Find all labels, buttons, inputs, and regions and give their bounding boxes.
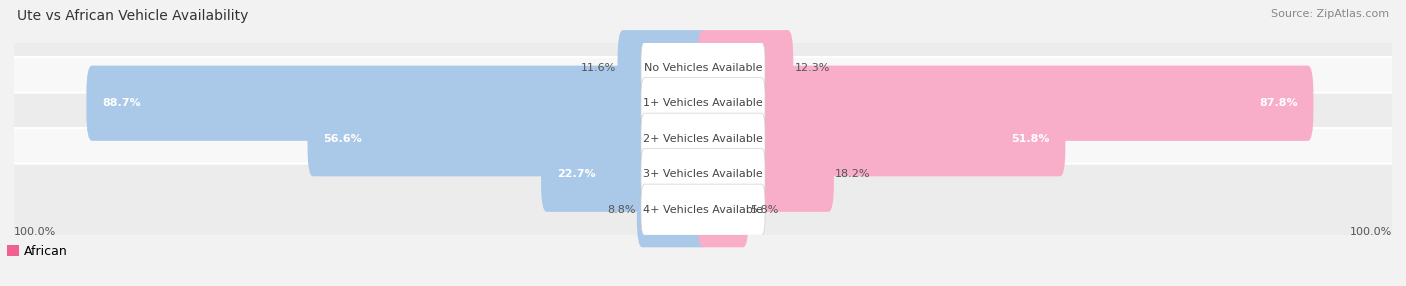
- FancyBboxPatch shape: [641, 113, 765, 164]
- Text: 100.0%: 100.0%: [14, 227, 56, 237]
- Text: 18.2%: 18.2%: [835, 169, 870, 179]
- Text: Ute vs African Vehicle Availability: Ute vs African Vehicle Availability: [17, 9, 249, 23]
- FancyBboxPatch shape: [641, 42, 765, 93]
- FancyBboxPatch shape: [8, 164, 1398, 256]
- FancyBboxPatch shape: [697, 65, 1313, 141]
- Text: 56.6%: 56.6%: [323, 134, 363, 144]
- Text: 8.8%: 8.8%: [607, 205, 636, 215]
- FancyBboxPatch shape: [308, 101, 709, 176]
- Text: No Vehicles Available: No Vehicles Available: [644, 63, 762, 73]
- Text: 12.3%: 12.3%: [794, 63, 830, 73]
- FancyBboxPatch shape: [637, 172, 709, 247]
- FancyBboxPatch shape: [8, 93, 1398, 185]
- Legend: Ute, African: Ute, African: [0, 240, 73, 263]
- FancyBboxPatch shape: [8, 57, 1398, 149]
- FancyBboxPatch shape: [641, 184, 765, 235]
- Text: 51.8%: 51.8%: [1011, 134, 1049, 144]
- FancyBboxPatch shape: [617, 30, 709, 105]
- Text: 22.7%: 22.7%: [557, 169, 596, 179]
- Text: 2+ Vehicles Available: 2+ Vehicles Available: [643, 134, 763, 144]
- Text: 87.8%: 87.8%: [1258, 98, 1298, 108]
- FancyBboxPatch shape: [697, 172, 748, 247]
- Text: 4+ Vehicles Available: 4+ Vehicles Available: [643, 205, 763, 215]
- FancyBboxPatch shape: [86, 65, 709, 141]
- FancyBboxPatch shape: [697, 101, 1066, 176]
- FancyBboxPatch shape: [8, 128, 1398, 220]
- Text: 5.8%: 5.8%: [749, 205, 779, 215]
- FancyBboxPatch shape: [8, 22, 1398, 114]
- FancyBboxPatch shape: [641, 149, 765, 200]
- Text: Source: ZipAtlas.com: Source: ZipAtlas.com: [1271, 9, 1389, 19]
- FancyBboxPatch shape: [641, 78, 765, 129]
- Text: 11.6%: 11.6%: [581, 63, 616, 73]
- FancyBboxPatch shape: [541, 137, 709, 212]
- FancyBboxPatch shape: [697, 30, 793, 105]
- Text: 88.7%: 88.7%: [103, 98, 141, 108]
- Text: 1+ Vehicles Available: 1+ Vehicles Available: [643, 98, 763, 108]
- FancyBboxPatch shape: [697, 137, 834, 212]
- Text: 100.0%: 100.0%: [1350, 227, 1392, 237]
- Text: 3+ Vehicles Available: 3+ Vehicles Available: [643, 169, 763, 179]
